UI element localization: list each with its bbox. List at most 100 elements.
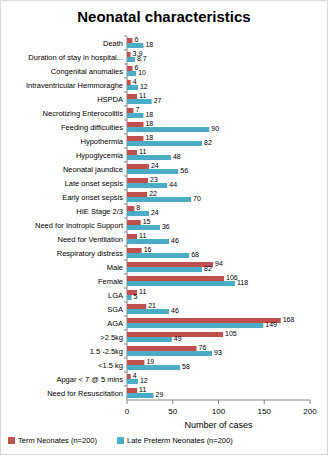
data-label: 48 (173, 153, 181, 160)
data-label: 11 (139, 386, 146, 393)
data-label: 29 (156, 391, 164, 398)
bar (127, 323, 263, 328)
data-label: 46 (171, 307, 179, 314)
category-label: Congenital anomalies (51, 67, 123, 76)
x-tick (310, 400, 311, 404)
y-tick (124, 162, 127, 163)
data-label: 24 (151, 162, 159, 169)
bar (127, 113, 143, 118)
data-label: 23 (150, 176, 158, 183)
data-label: 4 (133, 372, 137, 379)
y-tick (124, 358, 127, 359)
bar (127, 248, 142, 253)
x-tick-label: 0 (125, 407, 130, 416)
bar (127, 71, 136, 76)
title: Neonatal characteristics (77, 8, 250, 25)
y-tick (124, 330, 127, 331)
y-tick (124, 316, 127, 317)
bar (127, 108, 133, 113)
data-label: 18 (145, 111, 153, 118)
bar (127, 388, 137, 393)
category-label: LGA (108, 291, 123, 300)
bar (127, 206, 134, 211)
data-label: 4 (133, 78, 137, 85)
data-label: 49 (174, 335, 182, 342)
bar (127, 337, 172, 342)
category-label: Death (103, 39, 123, 48)
y-tick (124, 344, 127, 345)
y-tick (124, 204, 127, 205)
category-label: Intraventricular Hemmoraghe (26, 81, 123, 90)
category-label: Neonatal jaundice (63, 165, 123, 174)
category-label: Feeding difficulties (61, 123, 123, 132)
bar (127, 211, 149, 216)
bar (127, 127, 209, 132)
data-label: 24 (151, 209, 159, 216)
category-label: <1.5 kg (98, 361, 123, 370)
data-label: 11 (139, 288, 146, 295)
x-tick (127, 400, 128, 404)
category-label: Hypoglycemia (76, 151, 124, 160)
bar (127, 169, 178, 174)
bar (127, 374, 131, 379)
background (1, 1, 328, 455)
x-tick-label: 50 (168, 407, 177, 416)
y-tick (124, 372, 127, 373)
y-tick (124, 232, 127, 233)
bar (127, 136, 143, 141)
bar (127, 239, 169, 244)
y-tick (124, 190, 127, 191)
data-label: 12 (140, 83, 148, 90)
bar (127, 267, 202, 272)
y-tick (124, 148, 127, 149)
bar (127, 276, 224, 281)
y-tick (124, 176, 127, 177)
bar (127, 178, 148, 183)
data-label: 15 (143, 218, 151, 225)
legend-swatch (117, 437, 124, 444)
bar (127, 225, 160, 230)
data-label: 16 (144, 246, 152, 253)
bar (127, 379, 138, 384)
data-label: 58 (182, 363, 190, 370)
data-label: 12 (140, 377, 148, 384)
bar (127, 43, 143, 48)
category-label: Late onset sepsis (65, 179, 124, 188)
category-label: HIE Stage 2/3 (76, 207, 123, 216)
bar (127, 155, 171, 160)
bar (127, 220, 141, 225)
legend-swatch (8, 437, 15, 444)
y-tick (124, 120, 127, 121)
data-label: 70 (193, 195, 201, 202)
category-label: Duration of stay in hospital... (28, 53, 123, 62)
bar (127, 192, 147, 197)
y-tick (124, 134, 127, 135)
y-tick (124, 246, 127, 247)
bar (127, 66, 132, 71)
category-label: Early onset sepsis (62, 193, 123, 202)
data-label: 8 (136, 204, 140, 211)
bar (127, 38, 132, 43)
bar (127, 57, 135, 62)
data-label: 19 (146, 358, 154, 365)
bar (127, 94, 137, 99)
category-label: Need for Ventilation (58, 235, 123, 244)
data-label: 36 (162, 223, 170, 230)
y-tick (124, 274, 127, 275)
data-label: 7 (135, 106, 139, 113)
data-label: 18 (145, 120, 153, 127)
data-label: 11 (139, 232, 146, 239)
data-label: 18 (145, 41, 153, 48)
category-label: Need for Resuscitation (47, 389, 123, 398)
y-tick (124, 260, 127, 261)
data-label: 76 (199, 344, 207, 351)
bar (127, 393, 154, 398)
legend-label: Term Neonates (n=200) (18, 436, 98, 445)
bar (127, 197, 191, 202)
category-label: SGA (107, 305, 123, 314)
category-label: >2.5kg (100, 333, 123, 342)
bars (127, 38, 281, 398)
bar (127, 281, 235, 286)
data-label: 22 (149, 190, 157, 197)
data-label: 90 (211, 125, 219, 132)
